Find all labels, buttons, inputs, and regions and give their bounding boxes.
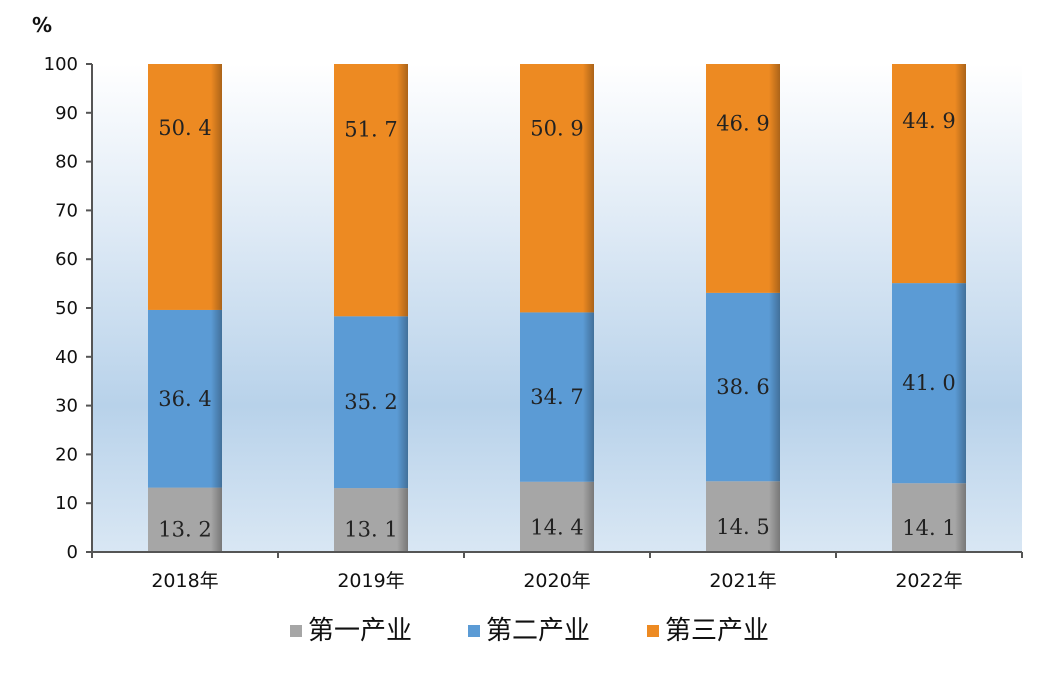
- bar-shade-primary-5: [892, 483, 966, 552]
- x-tick-label-3: 2020年: [523, 570, 590, 592]
- y-tick-label-30: 30: [55, 396, 78, 417]
- data-label-primary-3: 14. 4: [530, 515, 583, 539]
- legend-label-primary: 第一产业: [308, 616, 412, 646]
- data-label-secondary-3: 34. 7: [530, 385, 583, 409]
- bar-shade-primary-4: [706, 481, 780, 552]
- y-axis: 0 10 20 30 40 50 60 70 80 90 100: [44, 54, 93, 563]
- data-label-tertiary-3: 50. 9: [530, 117, 583, 141]
- data-label-secondary-5: 41. 0: [902, 371, 955, 395]
- data-label-tertiary-1: 50. 4: [158, 116, 211, 140]
- x-tick-label-5: 2022年: [895, 570, 962, 592]
- bar-shade-tertiary-3: [520, 64, 594, 313]
- data-label-primary-2: 13. 1: [344, 518, 397, 542]
- x-tick-label-4: 2021年: [709, 570, 776, 592]
- data-label-secondary-1: 36. 4: [158, 387, 211, 411]
- legend: 第一产业 第二产业 第三产业: [290, 616, 769, 646]
- bar-shade-secondary-1: [148, 309, 222, 488]
- data-label-secondary-4: 38. 6: [716, 375, 769, 399]
- bar-shade-tertiary-5: [892, 64, 966, 284]
- y-tick-label-40: 40: [55, 347, 78, 368]
- legend-label-secondary: 第二产业: [486, 616, 590, 646]
- legend-swatch-secondary: [468, 625, 480, 637]
- x-axis: 2018年 2019年 2020年 2021年 2022年: [91, 551, 1023, 592]
- data-label-primary-4: 14. 5: [716, 515, 769, 539]
- y-axis-unit-label: %: [32, 13, 52, 37]
- bar-shade-primary-2: [334, 488, 408, 552]
- bar-shade-tertiary-4: [706, 64, 780, 293]
- legend-label-tertiary: 第三产业: [665, 616, 769, 646]
- y-tick-label-70: 70: [55, 200, 78, 221]
- data-label-tertiary-5: 44. 9: [902, 109, 955, 133]
- legend-swatch-primary: [290, 625, 302, 637]
- bar-shade-primary-3: [520, 481, 594, 552]
- bar-shade-tertiary-2: [334, 64, 408, 317]
- legend-swatch-tertiary: [647, 625, 659, 637]
- bar-shade-secondary-3: [520, 312, 594, 482]
- x-tick-label-1: 2018年: [151, 570, 218, 592]
- bar-shade-secondary-5: [892, 283, 966, 484]
- bar-shade-primary-1: [148, 487, 222, 552]
- bars: [148, 64, 966, 552]
- y-tick-label-0: 0: [67, 542, 78, 563]
- bar-shade-tertiary-1: [148, 64, 222, 310]
- y-tick-label-80: 80: [55, 152, 78, 173]
- x-tick-label-2: 2019年: [337, 570, 404, 592]
- y-tick-label-60: 60: [55, 249, 78, 270]
- data-label-tertiary-4: 46. 9: [716, 112, 769, 136]
- data-label-primary-5: 14. 1: [902, 516, 955, 540]
- y-tick-label-50: 50: [55, 298, 78, 319]
- data-label-tertiary-2: 51. 7: [344, 118, 397, 142]
- data-label-primary-1: 13. 2: [158, 517, 211, 541]
- bar-shade-secondary-4: [706, 292, 780, 482]
- y-tick-label-90: 90: [55, 103, 78, 124]
- y-tick-label-20: 20: [55, 444, 78, 465]
- data-labels: 13. 2 36. 4 50. 4 13. 1 35. 2 51. 7 14. 4 34. 7…: [158, 109, 955, 542]
- y-tick-label-10: 10: [55, 493, 78, 514]
- data-label-secondary-2: 35. 2: [344, 390, 397, 414]
- y-tick-label-100: 100: [44, 54, 78, 75]
- bar-shade-secondary-2: [334, 316, 408, 489]
